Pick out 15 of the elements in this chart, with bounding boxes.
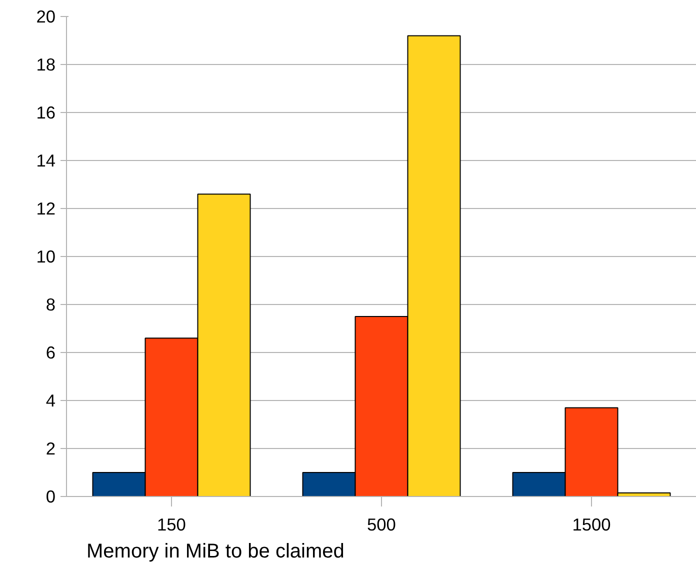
y-tick-label: 12 bbox=[36, 198, 56, 218]
y-tick-label: 10 bbox=[36, 246, 56, 266]
x-tick-label: 500 bbox=[367, 514, 396, 534]
y-tick-label: 16 bbox=[36, 102, 56, 122]
y-tick-label: 18 bbox=[36, 54, 56, 74]
x-tick-label: 1500 bbox=[572, 514, 611, 534]
y-tick-label: 6 bbox=[46, 342, 56, 362]
y-tick-label: 20 bbox=[36, 6, 56, 26]
x-axis-title: Memory in MiB to be claimed bbox=[86, 540, 344, 562]
y-tick-label: 4 bbox=[46, 390, 56, 410]
y-tick-label: 0 bbox=[46, 486, 56, 506]
y-tick-label: 14 bbox=[36, 150, 56, 170]
y-tick-label: 8 bbox=[46, 294, 56, 314]
x-tick-label: 150 bbox=[157, 514, 186, 534]
y-tick-label: 2 bbox=[46, 438, 56, 458]
